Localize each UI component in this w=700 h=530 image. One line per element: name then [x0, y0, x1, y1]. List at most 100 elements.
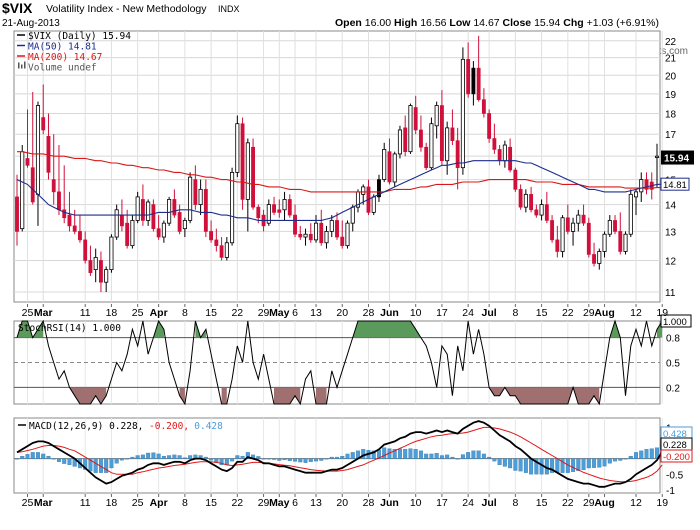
x-tick-label: 17 — [436, 497, 448, 509]
candle-body — [450, 127, 455, 141]
macd-histogram-bar — [382, 447, 387, 459]
macd-histogram-bar — [140, 454, 145, 459]
low-label: Low — [449, 17, 471, 29]
x-tick-label: 15 — [205, 497, 217, 509]
macd-histogram-bar — [508, 458, 513, 469]
x-tick-label: 10 — [410, 497, 422, 509]
x-tick-label: 29 — [258, 497, 270, 509]
macd-value-tag-text: -0.200 — [663, 452, 690, 463]
macd-histogram-bar — [460, 454, 465, 459]
candle-body — [114, 209, 119, 238]
x-tick-label: May — [269, 307, 290, 319]
macd-histogram-bar — [450, 456, 455, 459]
ma50-tag — [660, 177, 690, 191]
macd-histogram-bar — [303, 458, 308, 463]
candle-body — [597, 251, 602, 264]
candle-body — [230, 171, 235, 244]
macd-histogram-bar — [497, 458, 502, 466]
x-tick-label: 22 — [231, 307, 243, 319]
candle-body — [308, 233, 313, 241]
x-tick-label: 13 — [310, 497, 322, 509]
macd-histogram-bar — [15, 458, 19, 460]
candle-body — [130, 220, 135, 247]
macd-histogram-bar — [172, 454, 177, 459]
candle-body — [550, 220, 555, 241]
exchange-label: INDX — [218, 4, 240, 14]
macd-histogram-bar — [403, 449, 408, 459]
candle-body — [471, 67, 476, 95]
candle-body — [15, 196, 19, 232]
macd-histogram-bar — [439, 455, 444, 459]
symbol-title: $VIX — [2, 0, 33, 16]
rsi-y-tick: 0.8 — [666, 334, 680, 345]
x-tick-label: 25 — [132, 307, 144, 319]
candle-body — [607, 220, 612, 235]
price-legend-item: MA(200) 14.67 — [28, 52, 102, 63]
candle-body — [93, 257, 98, 271]
candle-body — [392, 153, 397, 183]
macd-histogram-bar — [492, 458, 497, 462]
x-tick-label: 15 — [536, 497, 548, 509]
x-tick-label: Jul — [482, 497, 497, 509]
candle-body — [508, 146, 513, 171]
candle-body — [25, 158, 30, 166]
macd-value-tag-text: 0.228 — [663, 440, 687, 451]
candle-body — [340, 236, 345, 246]
x-tick-label: 8 — [512, 307, 518, 319]
macd-histogram-bar — [266, 458, 271, 460]
candle-body — [623, 233, 628, 252]
macd-histogram-bar — [534, 458, 539, 475]
macd-histogram-bar — [634, 452, 639, 459]
macd-histogram-bar — [649, 448, 654, 459]
x-tick-label: Mar — [34, 307, 53, 319]
candle-body — [361, 186, 366, 195]
macd-legend-item: -0.200, — [149, 421, 189, 432]
candle-body — [518, 189, 523, 208]
macd-histogram-bar — [93, 458, 98, 473]
macd-histogram-bar — [329, 456, 334, 459]
x-tick-label: 25 — [132, 497, 144, 509]
macd-histogram-bar — [67, 458, 72, 466]
macd-histogram-bar — [397, 448, 402, 459]
macd-histogram-bar — [602, 458, 607, 467]
macd-histogram-bar — [418, 450, 423, 459]
candle-body — [266, 204, 271, 224]
x-tick-label: 8 — [182, 307, 188, 319]
x-tick-label: 22 — [562, 497, 574, 509]
macd-histogram-bar — [88, 458, 93, 472]
candle-body — [99, 260, 103, 283]
candle-body — [219, 245, 224, 258]
macd-histogram-bar — [644, 449, 649, 459]
x-tick-label: 19 — [656, 497, 668, 509]
candle-body — [397, 129, 402, 155]
candle-body — [78, 231, 82, 241]
candle-body — [146, 201, 151, 221]
price-legend-item: MA(50) 14.81 — [28, 42, 97, 53]
x-tick-label: 10 — [410, 307, 422, 319]
ma50-tag-text: 14.81 — [663, 180, 687, 191]
candle-body — [466, 59, 471, 95]
candle-body — [109, 236, 114, 271]
candle-body — [182, 220, 187, 230]
rsi-oversold-fill — [274, 387, 301, 404]
candle-body — [329, 220, 334, 232]
x-tick-label: 24 — [462, 497, 474, 509]
macd-histogram-bar — [487, 456, 492, 459]
close-value: 15.94 — [534, 17, 560, 29]
candle-body — [377, 179, 381, 198]
macd-histogram-bar — [83, 458, 88, 470]
macd-histogram-bar — [146, 452, 151, 459]
rsi-overbought-fill — [352, 321, 421, 338]
x-tick-label: Jul — [482, 307, 497, 319]
candle-body — [57, 191, 61, 211]
candle-body — [419, 129, 423, 148]
candle-body — [476, 67, 481, 100]
macd-histogram-bar — [424, 453, 429, 459]
macd-histogram-bar — [308, 458, 313, 462]
macd-histogram-bar — [555, 458, 560, 473]
x-tick-label: Apr — [150, 307, 168, 319]
macd-histogram-bar — [434, 453, 439, 459]
x-tick-label: 20 — [336, 307, 348, 319]
candle-body — [277, 209, 282, 213]
